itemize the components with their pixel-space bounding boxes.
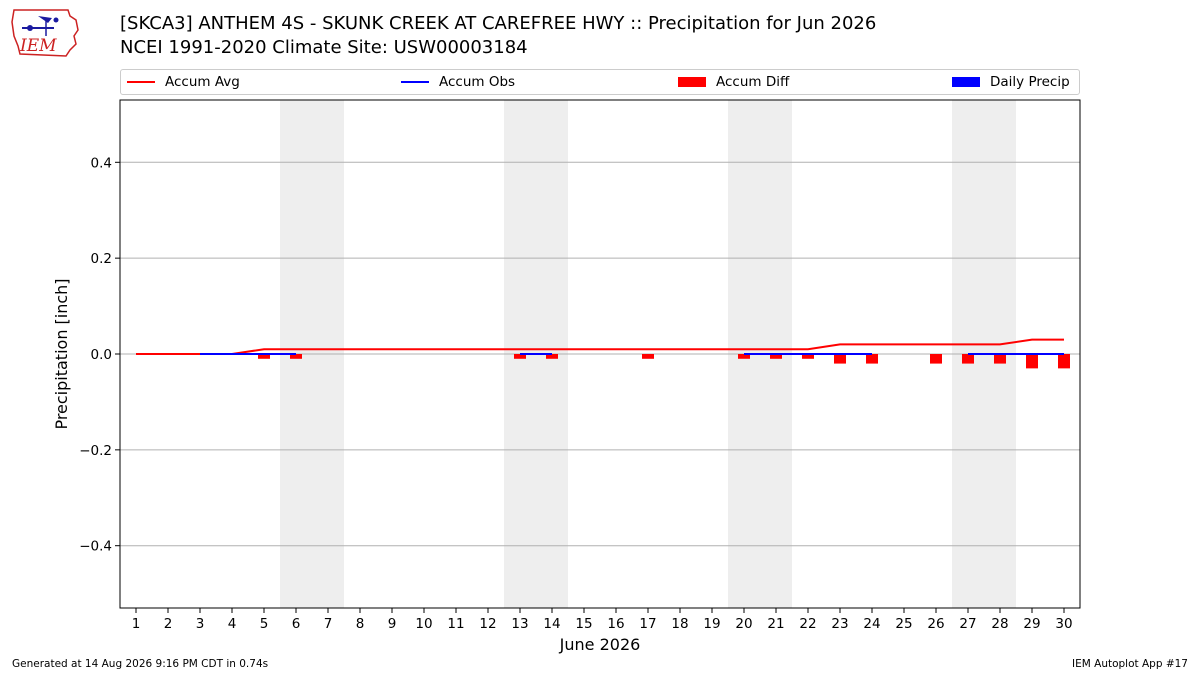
- x-tick-label: 18: [671, 616, 688, 632]
- x-tick-label: 29: [1023, 616, 1040, 632]
- accum-diff-bar: [738, 354, 750, 359]
- x-tick-label: 4: [228, 616, 237, 632]
- x-tick-label: 24: [863, 616, 880, 632]
- legend-label: Accum Avg: [165, 74, 240, 90]
- x-tick-label: 20: [735, 616, 752, 632]
- x-tick-label: 26: [927, 616, 944, 632]
- legend-swatch: [952, 77, 980, 87]
- x-tick-label: 22: [799, 616, 816, 632]
- accum-diff-bar: [1026, 354, 1038, 369]
- x-tick-label: 1: [132, 616, 141, 632]
- x-tick-label: 2: [164, 616, 173, 632]
- legend-label: Daily Precip: [990, 74, 1070, 90]
- accum-diff-bar: [642, 354, 654, 359]
- x-tick-label: 27: [959, 616, 976, 632]
- x-tick-label: 30: [1055, 616, 1072, 632]
- x-tick-label: 28: [991, 616, 1008, 632]
- x-tick-label: 8: [356, 616, 365, 632]
- x-tick-label: 21: [767, 616, 784, 632]
- x-tick-label: 25: [895, 616, 912, 632]
- accum-diff-bar: [258, 354, 270, 359]
- chart-subtitle: NCEI 1991-2020 Climate Site: USW00003184: [120, 37, 528, 58]
- x-tick-label: 9: [388, 616, 397, 632]
- y-tick-label: 0.0: [91, 347, 112, 363]
- x-tick-label: 3: [196, 616, 205, 632]
- x-tick-label: 15: [575, 616, 592, 632]
- accum-diff-bar: [866, 354, 878, 364]
- x-tick-label: 16: [607, 616, 624, 632]
- y-tick-label: −0.4: [79, 539, 112, 555]
- legend-item-daily-precip: Daily Precip: [952, 70, 1070, 94]
- legend-swatch: [401, 81, 429, 83]
- legend-label: Accum Diff: [716, 74, 790, 90]
- legend: Accum Avg Accum Obs Accum Diff Daily Pre…: [120, 69, 1080, 95]
- x-tick-label: 6: [292, 616, 301, 632]
- accum-diff-bar: [1058, 354, 1070, 369]
- accum-diff-bar: [994, 354, 1006, 364]
- accum-diff-bar: [770, 354, 782, 359]
- legend-item-accum-obs: Accum Obs: [401, 70, 515, 94]
- x-tick-label: 23: [831, 616, 848, 632]
- x-tick-label: 10: [415, 616, 432, 632]
- x-tick-label: 14: [543, 616, 560, 632]
- x-tick-label: 7: [324, 616, 333, 632]
- x-tick-label: 19: [703, 616, 720, 632]
- x-tick-label: 11: [447, 616, 464, 632]
- chart-title: [SKCA3] ANTHEM 4S - SKUNK CREEK AT CAREF…: [120, 13, 877, 34]
- y-axis-label: Precipitation [inch]: [52, 278, 71, 429]
- accum-diff-bar: [546, 354, 558, 359]
- generated-note: Generated at 14 Aug 2026 9:16 PM CDT in …: [12, 658, 269, 670]
- legend-item-accum-avg: Accum Avg: [127, 70, 240, 94]
- svg-text:IEM: IEM: [19, 36, 57, 56]
- legend-item-accum-diff: Accum Diff: [678, 70, 789, 94]
- accum-diff-bar: [802, 354, 814, 359]
- iem-logo: IEM: [8, 6, 82, 62]
- accum-diff-bar: [290, 354, 302, 359]
- accum-diff-bar: [930, 354, 942, 364]
- y-tick-label: −0.2: [79, 443, 112, 459]
- accum-avg-line: [136, 338, 1064, 355]
- accum-diff-bar: [514, 354, 526, 359]
- accum-diff-bar: [834, 354, 846, 364]
- app-credit: IEM Autoplot App #17: [1072, 658, 1188, 670]
- y-tick-label: 0.2: [91, 251, 112, 267]
- legend-swatch: [678, 77, 706, 87]
- y-tick-label: 0.4: [91, 155, 112, 171]
- x-tick-label: 17: [639, 616, 656, 632]
- legend-label: Accum Obs: [439, 74, 516, 90]
- x-axis-label: June 2026: [559, 635, 641, 654]
- x-tick-label: 12: [479, 616, 496, 632]
- x-tick-label: 13: [511, 616, 528, 632]
- legend-swatch: [127, 81, 155, 83]
- accum-diff-bar: [962, 354, 974, 364]
- x-tick-label: 5: [260, 616, 269, 632]
